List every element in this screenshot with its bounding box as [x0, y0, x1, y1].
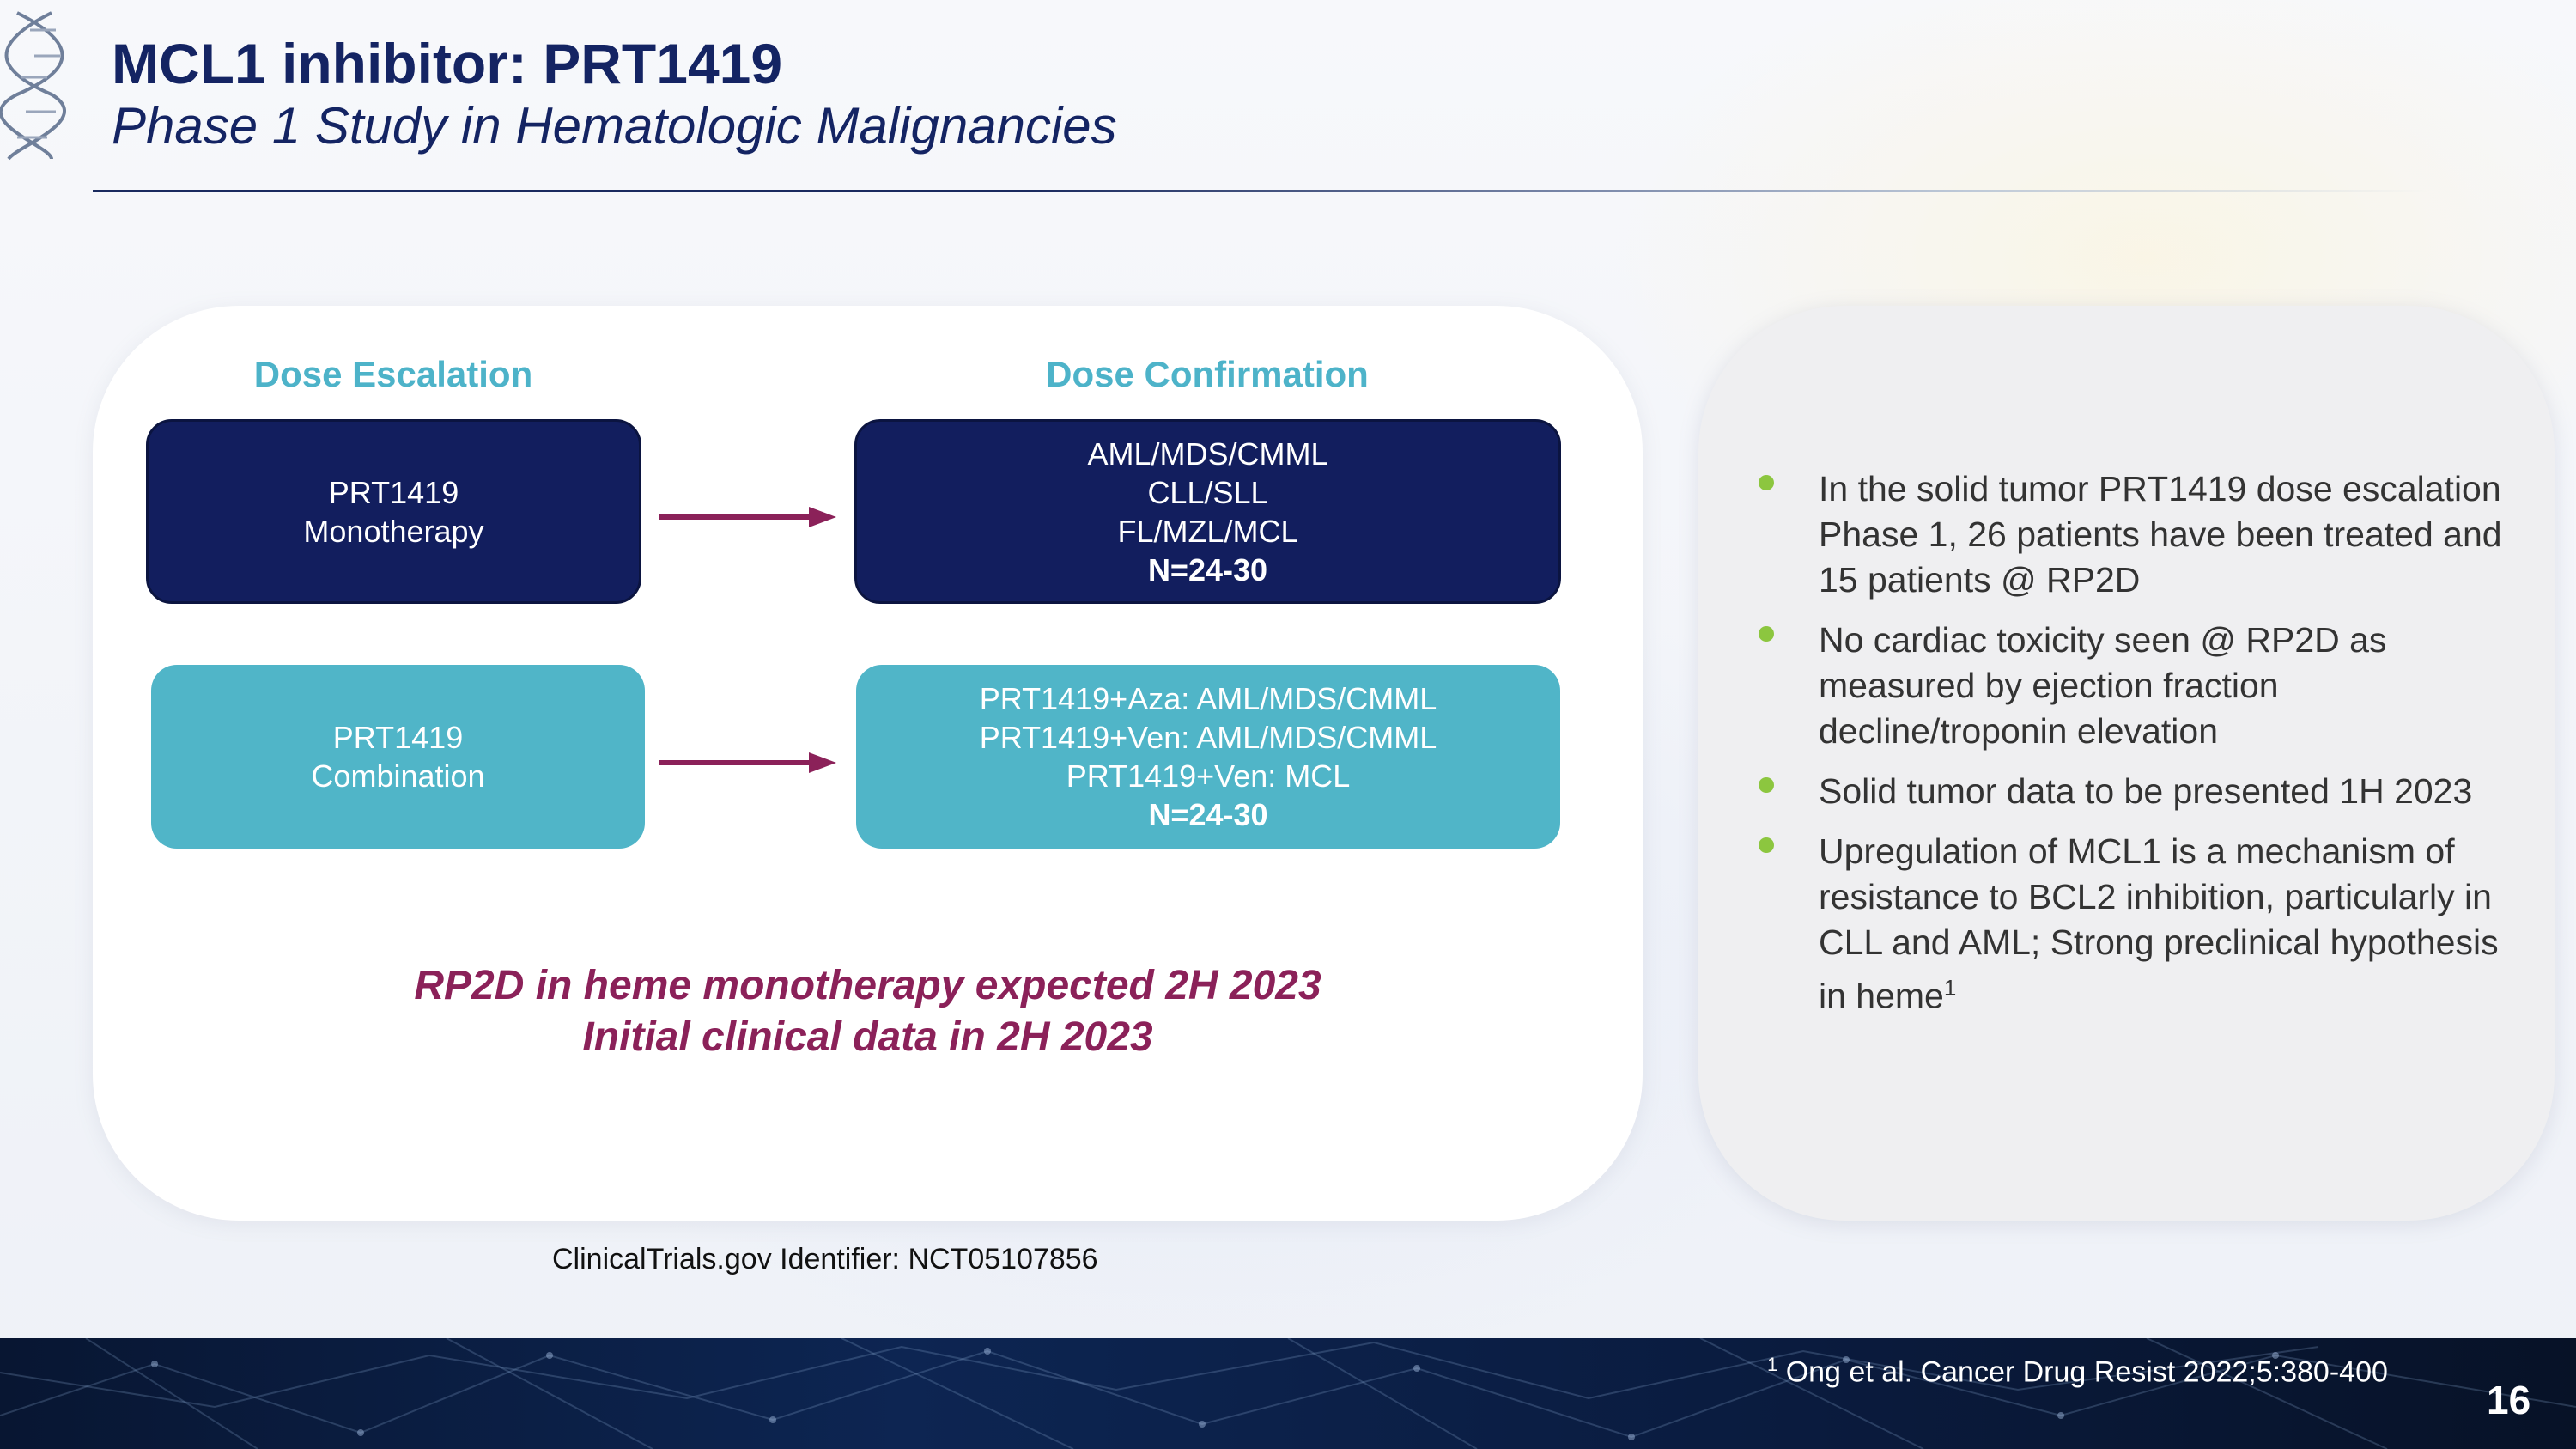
- combination-indication-1: PRT1419+Aza: AML/MDS/CMML: [979, 681, 1437, 716]
- highlight-item: No cardiac toxicity seen @ RP2D as measu…: [1759, 618, 2514, 754]
- title-divider: [93, 190, 2428, 192]
- slide-subtitle: Phase 1 Study in Hematologic Malignancie…: [112, 97, 1117, 155]
- highlight-text: Solid tumor data to be presented 1H 2023: [1819, 771, 2473, 811]
- monotherapy-arrow-icon: [659, 507, 836, 527]
- highlight-text: No cardiac toxicity seen @ RP2D as measu…: [1819, 620, 2387, 751]
- bullet-dot-icon: [1759, 626, 1774, 642]
- highlight-item: Upregulation of MCL1 is a mechanism of r…: [1759, 829, 2514, 1020]
- highlight-item: Solid tumor data to be presented 1H 2023: [1759, 769, 2514, 814]
- combination-escalation-box: PRT1419 Combination: [151, 665, 645, 849]
- monotherapy-escalation-box: PRT1419 Monotherapy: [146, 419, 641, 604]
- combination-drug-label: PRT1419: [332, 720, 464, 755]
- dose-confirmation-header: Dose Confirmation: [1046, 354, 1369, 394]
- bullet-dot-icon: [1759, 777, 1774, 793]
- footnote-marker: 1: [1767, 1354, 1778, 1375]
- clinical-trial-identifier: ClinicalTrials.gov Identifier: NCT051078…: [552, 1243, 1098, 1275]
- monotherapy-label: Monotherapy: [303, 513, 484, 549]
- page-number: 16: [2487, 1378, 2531, 1422]
- combination-sample-size: N=24-30: [1148, 797, 1268, 832]
- slide-title: MCL1 inhibitor: PRT1419: [112, 32, 783, 95]
- combination-indication-2: PRT1419+Ven: AML/MDS/CMML: [979, 720, 1437, 755]
- dose-escalation-header: Dose Escalation: [253, 354, 533, 394]
- monotherapy-indication-3: FL/MZL/MCL: [1117, 513, 1298, 549]
- footer-band: [0, 1338, 2576, 1449]
- monotherapy-indication-1: AML/MDS/CMML: [1087, 435, 1328, 472]
- highlight-item: In the solid tumor PRT1419 dose escalati…: [1759, 466, 2514, 603]
- monotherapy-confirmation-box: AML/MDS/CMML CLL/SLL FL/MZL/MCL N=24-30: [854, 419, 1561, 604]
- combination-confirmation-box: PRT1419+Aza: AML/MDS/CMML PRT1419+Ven: A…: [856, 665, 1560, 849]
- network-pattern-icon: [0, 1338, 2576, 1449]
- conclusion-text: RP2D in heme monotherapy expected 2H 202…: [93, 960, 1643, 1063]
- combination-indication-3: PRT1419+Ven: MCL: [1066, 758, 1351, 794]
- conclusion-line-1: RP2D in heme monotherapy expected 2H 202…: [414, 963, 1321, 1008]
- footnote-citation: Ong et al. Cancer Drug Resist 2022;5:380…: [1785, 1355, 2388, 1389]
- monotherapy-drug-label: PRT1419: [328, 474, 459, 510]
- highlight-text: In the solid tumor PRT1419 dose escalati…: [1819, 469, 2502, 600]
- combination-label: Combination: [311, 758, 485, 794]
- dna-helix-icon: [0, 11, 66, 161]
- highlights-list: In the solid tumor PRT1419 dose escalati…: [1759, 466, 2514, 1034]
- footnote: 1 Ong et al. Cancer Drug Resist 2022;5:3…: [1767, 1354, 2388, 1389]
- monotherapy-indication-2: CLL/SLL: [1147, 474, 1268, 510]
- monotherapy-sample-size: N=24-30: [1147, 551, 1268, 588]
- conclusion-line-2: Initial clinical data in 2H 2023: [582, 1014, 1153, 1060]
- bullet-dot-icon: [1759, 837, 1774, 853]
- bullet-dot-icon: [1759, 475, 1774, 490]
- footnote-reference: 1: [1943, 975, 1957, 1001]
- highlights-panel: [1698, 306, 2555, 1221]
- combination-arrow-icon: [659, 752, 836, 773]
- highlight-text: Upregulation of MCL1 is a mechanism of r…: [1819, 831, 2499, 1016]
